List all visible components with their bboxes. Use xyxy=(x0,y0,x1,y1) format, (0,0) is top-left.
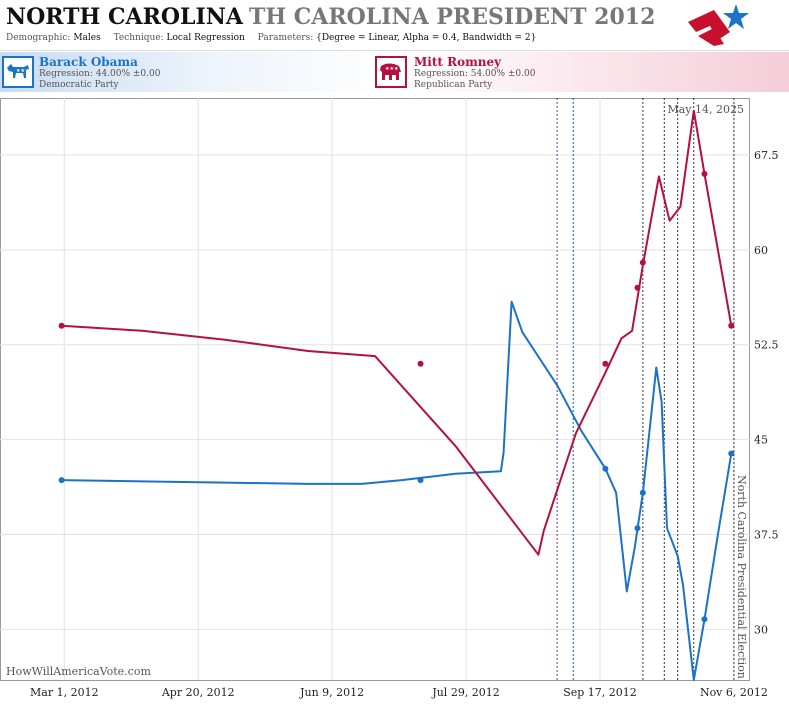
obama-data-point xyxy=(701,616,708,623)
page-title: NORTH CAROLINA TH CAROLINA PRESIDENT 2012 xyxy=(6,4,655,30)
technique-value: Local Regression xyxy=(166,33,245,43)
date-label: May 14, 2025 xyxy=(667,103,744,116)
candidate-bar: ★★★ Barack Obama Regression: 44.00% ±0.0… xyxy=(0,52,789,92)
romney-data-point xyxy=(634,284,641,291)
romney-data-point xyxy=(728,322,735,329)
y-tick-label: 45 xyxy=(754,434,768,447)
demographic-value: Males xyxy=(73,33,101,43)
race-title: TH CAROLINA PRESIDENT 2012 xyxy=(248,4,656,30)
y-tick-label: 67.5 xyxy=(754,149,779,162)
technique-key: Technique: xyxy=(113,33,164,43)
democrat-regression: Regression: 44.00% ±0.00 xyxy=(39,69,161,79)
y-tick-label: 37.5 xyxy=(754,529,779,542)
chart-grid xyxy=(0,98,750,681)
event-lines xyxy=(556,98,735,680)
obama-series-line xyxy=(61,300,733,681)
chart-labels: Mar 1, 2012 Apr 20, 2012 Jun 9, 2012 Jul 29… xyxy=(6,103,779,699)
chart-header: NORTH CAROLINA TH CAROLINA PRESIDENT 2012… xyxy=(0,0,789,51)
republican-regression: Regression: 54.00% ±0.00 xyxy=(414,69,536,79)
republican-party: Republican Party xyxy=(414,80,493,90)
x-tick-label: Apr 20, 2012 xyxy=(161,686,235,699)
x-tick-label: Mar 1, 2012 xyxy=(30,686,99,699)
elephant-icon: ★★★ xyxy=(375,56,407,88)
romney-series-line xyxy=(61,109,733,556)
parameter-line: Demographic: Males Technique: Local Regr… xyxy=(6,33,546,43)
chart-series xyxy=(58,109,735,681)
romney-data-point xyxy=(417,360,424,367)
x-tick-label: Jul 29, 2012 xyxy=(431,686,500,699)
obama-data-point xyxy=(417,477,424,484)
democrat-panel: ★★★ Barack Obama Regression: 44.00% ±0.0… xyxy=(0,52,395,92)
plot-frame xyxy=(0,98,750,681)
republican-name[interactable]: Mitt Romney xyxy=(414,55,502,69)
democrat-name[interactable]: Barack Obama xyxy=(39,55,138,69)
republican-info: Mitt Romney Regression: 54.00% ±0.00 Rep… xyxy=(414,56,535,91)
democrat-party: Democratic Party xyxy=(39,80,119,90)
parameters-key: Parameters: xyxy=(257,33,314,43)
republican-panel: ★★★ Mitt Romney Regression: 54.00% ±0.00… xyxy=(375,52,789,92)
y-tick-label: 30 xyxy=(754,623,768,636)
obama-data-point xyxy=(602,465,609,472)
watermark-label: HowWillAmericaVote.com xyxy=(6,665,151,678)
star-logo-icon[interactable] xyxy=(684,2,754,48)
x-tick-label: Sep 17, 2012 xyxy=(563,686,637,699)
svg-text:★★★: ★★★ xyxy=(385,66,399,72)
obama-data-point xyxy=(58,477,65,484)
regression-chart: Mar 1, 2012 Apr 20, 2012 Jun 9, 2012 Jul 29… xyxy=(0,98,779,699)
romney-data-point xyxy=(602,360,609,367)
y-tick-label: 52.5 xyxy=(754,339,779,352)
y-tick-label: 60 xyxy=(754,244,768,257)
svg-text:★★★: ★★★ xyxy=(16,68,30,74)
state-title: NORTH CAROLINA xyxy=(6,4,243,30)
x-tick-label: Nov 6, 2012 xyxy=(700,686,768,699)
romney-data-point xyxy=(701,170,708,177)
democrat-info: Barack Obama Regression: 44.00% ±0.00 De… xyxy=(39,56,160,91)
obama-data-point xyxy=(634,525,641,532)
demographic-key: Demographic: xyxy=(6,33,71,43)
parameters-value: {Degree = Linear, Alpha = 0.4, Bandwidth… xyxy=(316,33,537,43)
donkey-icon: ★★★ xyxy=(2,56,34,88)
romney-data-point xyxy=(58,322,65,329)
obama-data-point xyxy=(728,450,735,457)
romney-data-point xyxy=(639,259,646,266)
x-tick-label: Jun 9, 2012 xyxy=(299,686,364,699)
obama-data-point xyxy=(639,489,646,496)
election-label: North Carolina Presidential Election xyxy=(735,475,748,679)
